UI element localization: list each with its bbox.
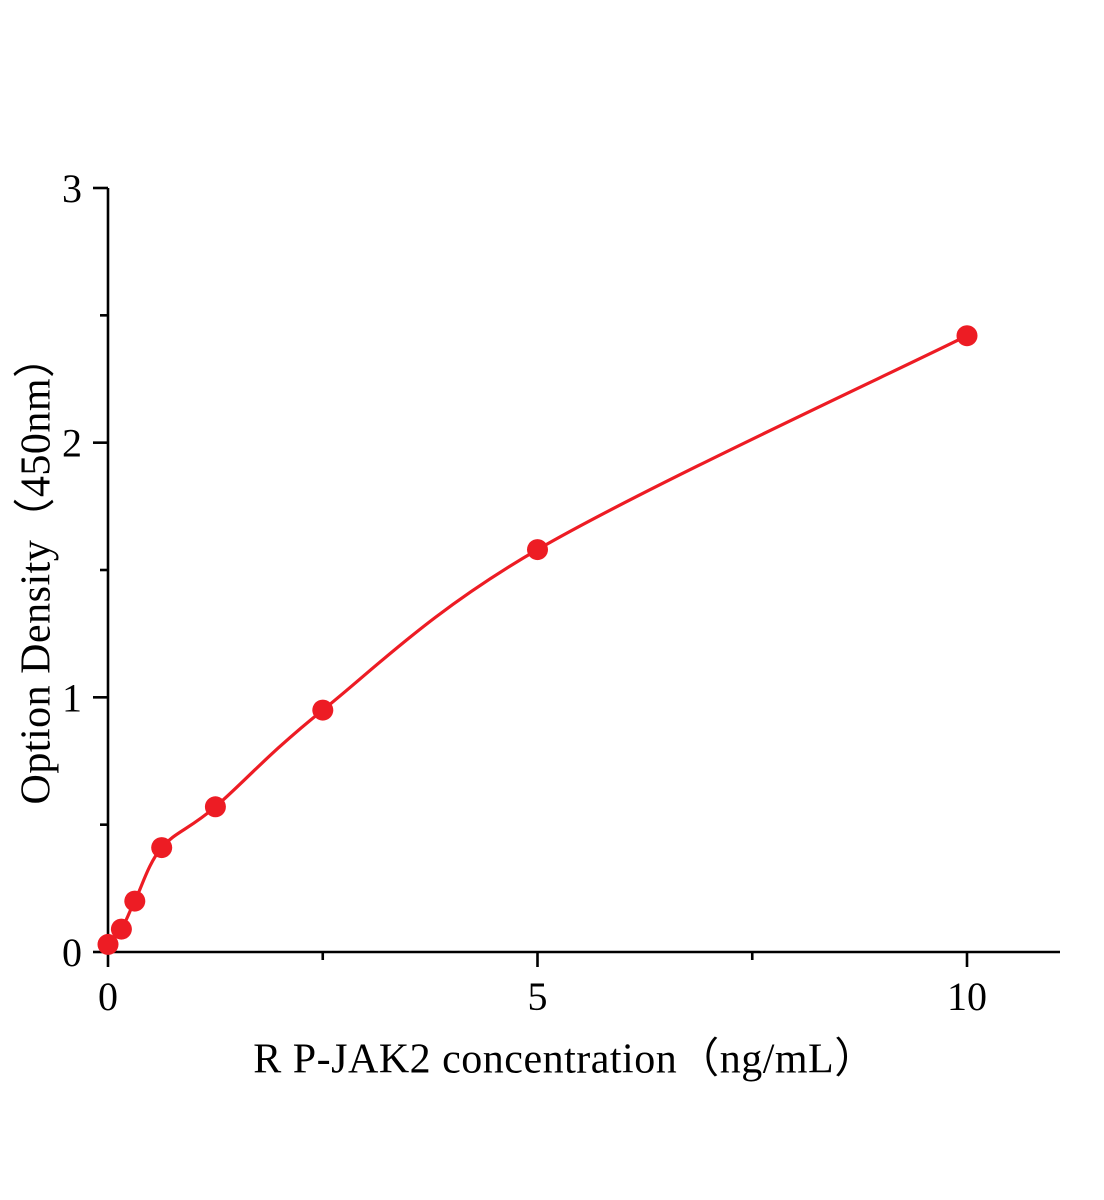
data-point-marker <box>97 933 119 955</box>
y-tick-label: 0 <box>62 930 82 975</box>
x-tick-label: 0 <box>98 974 118 1019</box>
y-tick-label: 3 <box>62 166 82 211</box>
x-axis-title: R P-JAK2 concentration（ng/mL） <box>253 1036 877 1083</box>
y-tick-label: 1 <box>62 675 82 720</box>
data-point-marker <box>110 918 132 940</box>
y-axis-title: Option Density（450nm） <box>13 335 60 805</box>
data-point-marker <box>151 837 173 859</box>
data-point-marker <box>204 796 226 818</box>
x-tick-label: 10 <box>947 974 987 1019</box>
data-point-marker <box>124 890 146 912</box>
x-tick-label: 5 <box>528 974 548 1019</box>
data-point-marker <box>312 699 334 721</box>
standard-curve-line <box>106 334 969 946</box>
data-point-marker <box>527 539 548 561</box>
data-point-marker <box>956 325 978 347</box>
y-tick-label: 2 <box>62 421 82 466</box>
